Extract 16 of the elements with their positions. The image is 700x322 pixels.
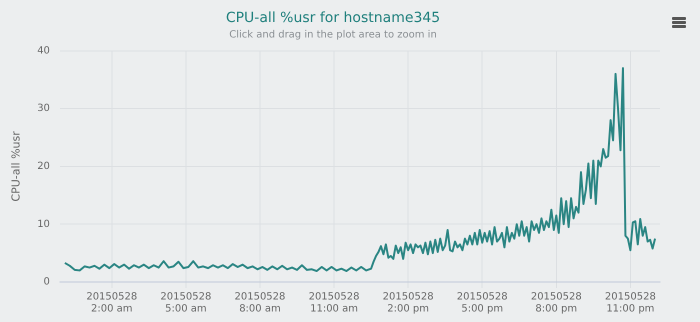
x-tick-label: 20150528 2:00 pm	[382, 292, 434, 315]
x-tick-label: 20150528 8:00 pm	[530, 292, 582, 315]
y-tick-label: 10	[37, 218, 50, 230]
x-tick-label: 20150528 8:00 am	[234, 292, 286, 315]
x-tick-label: 20150528 11:00 pm	[604, 292, 656, 315]
y-tick-label: 40	[37, 45, 50, 56]
chart-subtitle: Click and drag in the plot area to zoom in	[229, 29, 437, 40]
y-tick-label: 20	[37, 160, 50, 172]
x-tick-label: 20150528 2:00 am	[86, 292, 138, 315]
x-tick-label: 20150528 5:00 pm	[456, 292, 508, 315]
x-tick-label: 20150528 5:00 am	[160, 292, 212, 315]
y-tick-label: 0	[44, 276, 50, 288]
y-axis-title: CPU-all %usr	[9, 130, 22, 202]
chart-title: CPU-all %usr for hostname345	[226, 10, 440, 26]
x-tick-label: 20150528 11:00 am	[308, 292, 360, 315]
y-tick-label: 30	[37, 103, 50, 114]
